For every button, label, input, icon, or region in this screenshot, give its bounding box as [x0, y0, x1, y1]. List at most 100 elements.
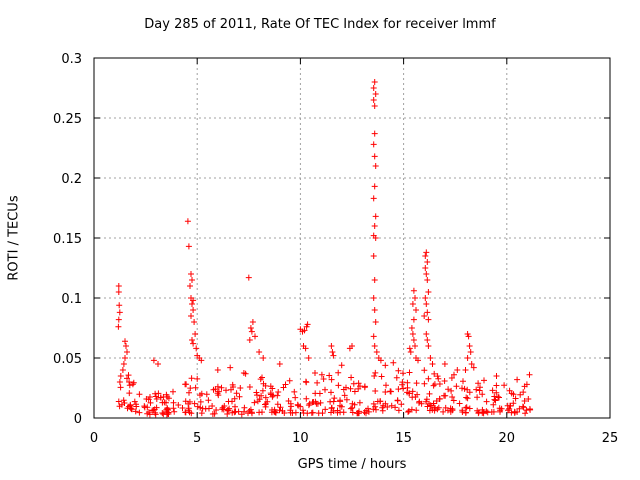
- data-point: [441, 378, 448, 384]
- data-point: [371, 307, 378, 313]
- data-point: [382, 389, 389, 395]
- data-point: [521, 398, 528, 404]
- data-point: [395, 407, 402, 414]
- data-point: [370, 195, 377, 202]
- data-point: [318, 371, 325, 378]
- data-point: [372, 388, 379, 394]
- data-point: [248, 328, 255, 335]
- data-point: [423, 331, 430, 337]
- data-point: [262, 394, 269, 401]
- data-point: [141, 403, 148, 410]
- data-point: [269, 407, 275, 413]
- data-point: [126, 379, 133, 385]
- data-point: [221, 403, 228, 409]
- data-point: [214, 367, 221, 373]
- data-point: [246, 337, 253, 343]
- data-point: [224, 411, 231, 417]
- data-point: [337, 397, 343, 404]
- data-point: [179, 405, 186, 411]
- data-point: [131, 398, 138, 405]
- data-point: [247, 406, 254, 413]
- y-tick-label: 0.1: [61, 292, 82, 307]
- data-point: [117, 384, 124, 391]
- data-point: [194, 375, 201, 382]
- data-point: [371, 79, 378, 85]
- data-point: [412, 295, 418, 301]
- data-point: [410, 287, 417, 294]
- data-point: [468, 361, 475, 367]
- y-tick-label: 0.15: [53, 232, 82, 247]
- data-point: [466, 405, 473, 412]
- data-point: [421, 367, 428, 374]
- data-point: [303, 379, 310, 386]
- data-point: [170, 388, 176, 395]
- data-point: [191, 319, 198, 325]
- data-point: [425, 316, 432, 323]
- y-tick-label: 0.25: [53, 112, 82, 127]
- data-point: [335, 382, 342, 389]
- data-point: [149, 407, 156, 414]
- data-point: [410, 316, 417, 323]
- data-point: [197, 398, 204, 405]
- data-point: [408, 325, 415, 331]
- data-point: [143, 396, 150, 402]
- data-point: [304, 410, 311, 417]
- data-point: [123, 343, 129, 349]
- data-points: [115, 79, 534, 418]
- data-point: [256, 349, 263, 355]
- data-point: [526, 371, 533, 378]
- data-point: [412, 343, 418, 349]
- data-point: [212, 386, 219, 393]
- data-point: [184, 218, 191, 225]
- data-point: [429, 361, 436, 367]
- data-point: [227, 364, 234, 371]
- data-point: [449, 394, 456, 400]
- x-tick-label: 15: [395, 431, 412, 446]
- data-point: [186, 409, 193, 416]
- data-point: [421, 313, 428, 319]
- x-tick-label: 0: [90, 431, 98, 446]
- data-point: [192, 384, 199, 391]
- data-point: [372, 369, 379, 376]
- data-point: [416, 398, 423, 405]
- data-point: [189, 301, 195, 307]
- data-point: [193, 345, 200, 352]
- data-point: [371, 373, 378, 379]
- data-point: [370, 253, 377, 259]
- data-point: [430, 382, 437, 389]
- data-point: [351, 401, 358, 408]
- data-point: [116, 403, 123, 410]
- data-point: [475, 380, 482, 387]
- data-point: [409, 388, 416, 395]
- data-point: [115, 398, 122, 405]
- data-point: [519, 403, 526, 410]
- data-point: [423, 271, 430, 277]
- data-point: [405, 409, 412, 415]
- data-point: [126, 390, 133, 397]
- data-point: [223, 387, 229, 394]
- data-point: [120, 397, 127, 404]
- data-point: [163, 391, 170, 398]
- data-point: [218, 384, 225, 391]
- data-point: [372, 403, 379, 410]
- data-point: [347, 385, 354, 392]
- data-point: [517, 391, 524, 398]
- data-point: [466, 343, 473, 349]
- data-point: [262, 403, 269, 410]
- data-point: [523, 407, 530, 414]
- data-point: [490, 408, 497, 415]
- data-point: [423, 301, 430, 307]
- data-point: [422, 253, 429, 259]
- data-point: [481, 377, 487, 384]
- data-point: [219, 406, 226, 413]
- data-point: [303, 395, 310, 402]
- data-point: [343, 396, 350, 403]
- data-point: [520, 404, 527, 411]
- data-point: [186, 389, 192, 396]
- data-point: [436, 381, 443, 387]
- data-point: [305, 355, 312, 361]
- data-point: [122, 338, 128, 345]
- data-point: [448, 375, 455, 381]
- data-point: [379, 404, 386, 411]
- data-point: [464, 386, 471, 393]
